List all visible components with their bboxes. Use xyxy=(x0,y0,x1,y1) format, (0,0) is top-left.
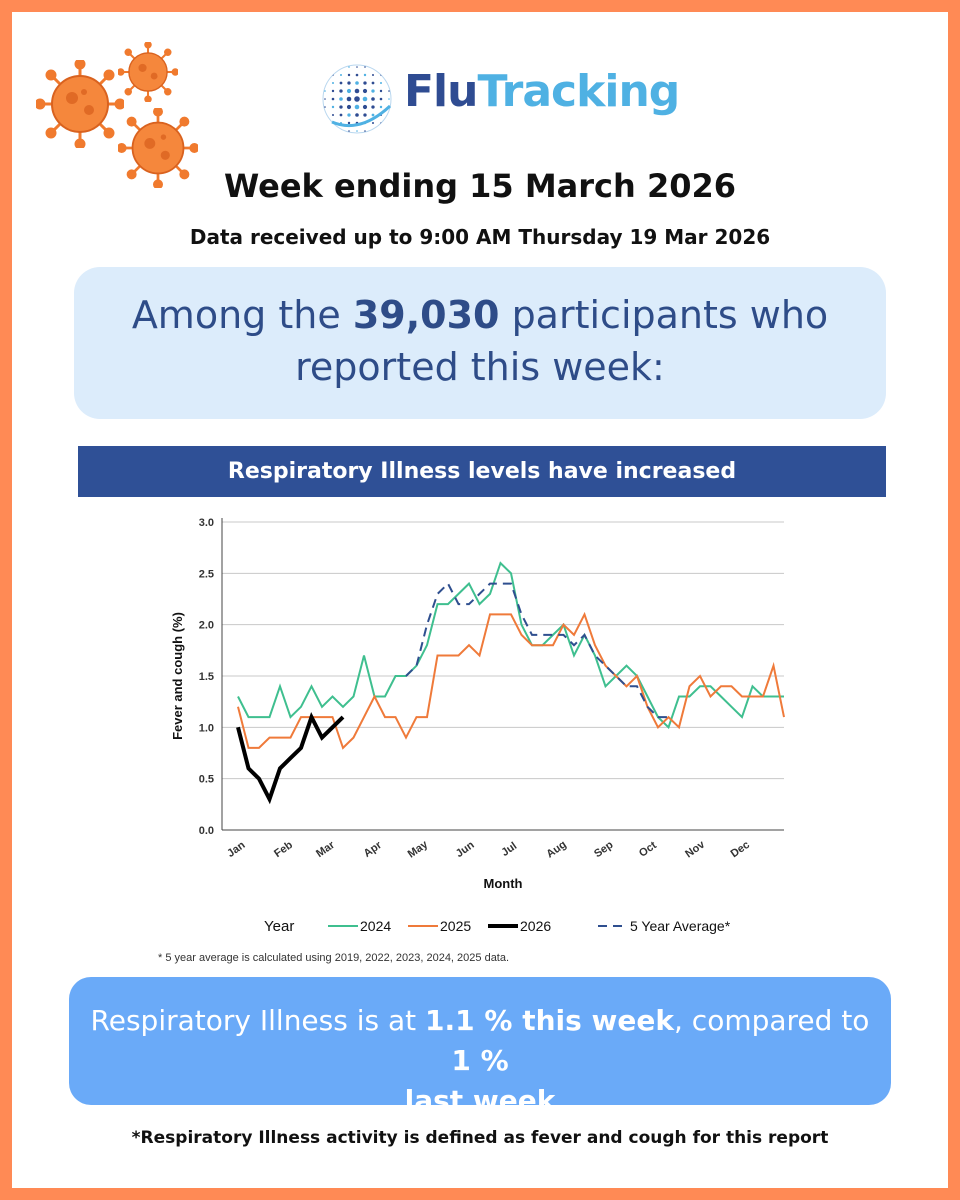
result-text: Respiratory Illness is at 1.1 % this wee… xyxy=(89,1001,871,1121)
x-tick-label: Aug xyxy=(544,838,568,860)
legend-title: Year xyxy=(264,918,294,935)
globe-icon xyxy=(322,64,392,134)
data-received-note: Data received up to 9:00 AM Thursday 19 … xyxy=(189,225,771,249)
y-tick-label: 2.0 xyxy=(199,620,214,632)
y-tick-label: 3.0 xyxy=(199,517,214,529)
result-part1: Respiratory Illness is at xyxy=(90,1004,426,1037)
series-line-2025 xyxy=(237,611,785,750)
x-tick-label: Mar xyxy=(314,839,337,860)
y-tick-label: 1.5 xyxy=(199,671,214,683)
status-banner: Respiratory Illness levels have increase… xyxy=(78,446,886,497)
participants-count: 39,030 xyxy=(352,293,500,337)
result-this-week: 1.1 % this week xyxy=(425,1004,674,1037)
result-last-week-value: 1 % xyxy=(451,1044,509,1077)
x-tick-label: Sep xyxy=(592,839,616,861)
logo-wordmark: FluTracking xyxy=(404,64,680,120)
series-line-2024 xyxy=(237,561,784,730)
y-tick-label: 2.5 xyxy=(199,568,214,580)
fever-cough-line-chart: 0.0 0.5 1.0 1.5 2.0 2.5 3.0 Jan Feb Mar Apr May Jun J… xyxy=(170,517,785,935)
logo-flu: Flu xyxy=(404,66,478,117)
virus-icon xyxy=(118,108,198,188)
result-box: Respiratory Illness is at 1.1 % this wee… xyxy=(69,977,891,1117)
legend-entry: 2026 xyxy=(520,918,551,934)
x-tick-label: Jun xyxy=(454,839,477,860)
x-tick-label: Oct xyxy=(637,839,659,860)
x-tick-label: Dec xyxy=(729,839,752,860)
flutracking-logo: FluTracking xyxy=(320,58,680,138)
series-line-2026 xyxy=(236,711,345,805)
definition-footnote: *Respiratory Illness activity is defined… xyxy=(131,1128,829,1148)
participants-suffix: participants who reported this week: xyxy=(295,293,829,389)
y-tick-label: 0.5 xyxy=(199,774,214,786)
x-tick-label: Nov xyxy=(683,838,708,860)
participants-prefix: Among the xyxy=(131,293,341,337)
participants-box: Among the 39,030 participants who report… xyxy=(74,267,886,419)
virus-icon xyxy=(36,60,124,148)
x-tick-label: Jan xyxy=(225,839,248,860)
logo-tracking: Tracking xyxy=(477,66,680,117)
series-line-5-year-average xyxy=(405,581,669,719)
participants-text: Among the 39,030 participants who report… xyxy=(114,289,846,393)
x-tick-label: Feb xyxy=(272,839,295,860)
legend-entry: 2024 xyxy=(360,918,391,934)
x-tick-label: Jul xyxy=(499,840,519,859)
chart-footnote: * 5 year average is calculated using 201… xyxy=(158,952,510,964)
y-axis-label: Fever and cough (%) xyxy=(170,612,185,740)
virus-icon xyxy=(118,42,178,102)
y-tick-label: 0.0 xyxy=(199,825,214,837)
result-last-week-label: last week xyxy=(404,1084,556,1117)
x-tick-label: May xyxy=(406,838,431,861)
legend-entry: 5 Year Average* xyxy=(630,918,731,934)
x-tick-label: Apr xyxy=(362,839,385,860)
week-title: Week ending 15 March 2026 xyxy=(223,167,736,205)
infographic-panel: FluTracking Week ending 15 March 2026 Da… xyxy=(12,12,948,1188)
legend-entry: 2025 xyxy=(440,918,471,934)
y-tick-label: 1.0 xyxy=(199,722,214,734)
result-part2: , compared to xyxy=(674,1004,870,1037)
x-axis-label: Month xyxy=(484,876,523,891)
